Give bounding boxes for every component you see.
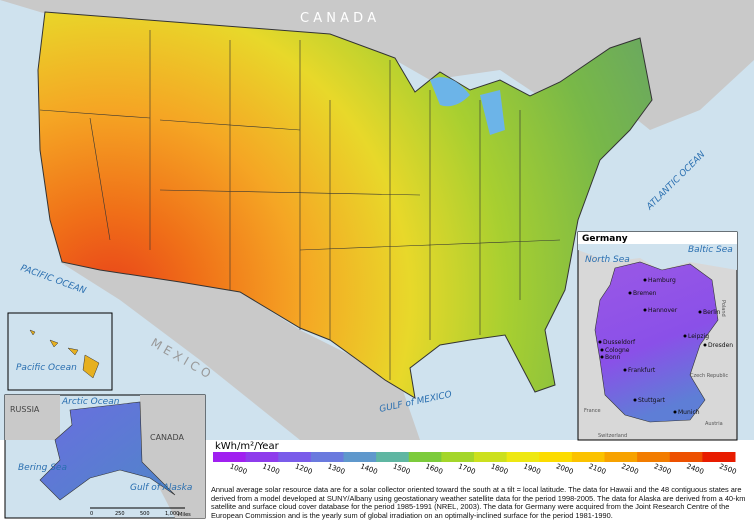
scale-label: 500	[140, 511, 150, 517]
city-dot	[600, 348, 604, 352]
mexico-land	[60, 262, 420, 440]
city-label: Dusseldorf	[603, 339, 636, 346]
city-label: Frankfurt	[628, 367, 656, 374]
country-label: Switzerland	[598, 433, 627, 439]
legend-tick-label: 2400	[685, 462, 704, 476]
legend-tick-label: 1200	[294, 462, 313, 476]
legend-tick-label: 1900	[522, 462, 541, 476]
country-label: Czech Republic	[690, 373, 728, 379]
german-seas	[578, 244, 737, 270]
legend-tick-label: 2000	[555, 462, 574, 476]
scale-label: 250	[115, 511, 125, 517]
legend-tick-label: 1400	[359, 462, 378, 476]
hawaii-inset: Pacific Ocean	[7, 312, 113, 391]
legend-swatch	[376, 452, 410, 462]
country-label: Austria	[705, 421, 723, 427]
legend-swatch	[506, 452, 540, 462]
legend-swatch	[245, 452, 279, 462]
legend-swatch	[213, 452, 247, 462]
alaska-land	[39, 401, 176, 501]
alaska-canada-label: CANADA	[150, 433, 185, 442]
legend-swatch	[637, 452, 671, 462]
legend-swatch	[343, 452, 377, 462]
hawaii-ocean: Pacific Ocean	[16, 363, 77, 373]
scale-label: 1,000	[165, 511, 179, 517]
legend-swatch	[539, 452, 573, 462]
gulf-alaska-label: Gulf of Alaska	[130, 483, 192, 493]
city-label: Bonn	[605, 354, 621, 361]
legend-tick-label: 1500	[392, 462, 411, 476]
legend-title: kWh/m²/Year	[215, 441, 280, 452]
legend-tick-label: 1000	[229, 462, 248, 476]
city-label: Stuttgart	[638, 397, 666, 404]
city-label: Bremen	[633, 290, 657, 297]
alaska-inset: RUSSIA Arctic Ocean CANADA Bering Sea Gu…	[4, 394, 206, 519]
great-lakes	[430, 77, 505, 135]
cities: Hamburg Bremen Hannover Berlin Leipzig Dresde…	[598, 277, 733, 416]
legend-swatch	[604, 452, 638, 462]
city-label: Leipzig	[688, 333, 709, 340]
city-dot	[703, 343, 707, 347]
scale-unit: Miles	[178, 512, 191, 518]
city-dot	[600, 355, 604, 359]
legend-tick-label: 1800	[490, 462, 509, 476]
city-label: Hannover	[648, 307, 678, 314]
legend-swatch	[571, 452, 605, 462]
city-dot	[683, 334, 687, 338]
scale-label: 0	[90, 511, 93, 517]
country-label: Poland	[720, 300, 726, 317]
arctic-label: Arctic Ocean	[61, 397, 120, 407]
germany-land	[594, 261, 719, 423]
baltic-sea: Baltic Sea	[688, 245, 733, 255]
city-label: Dresden	[708, 342, 733, 349]
legend-swatch	[474, 452, 508, 462]
germany-inset: Germany North Sea Baltic Sea Poland Czec…	[577, 231, 738, 441]
legend: 1000 1100 1200 1300 1400 1500 1600 1700 1800 1900…	[213, 452, 737, 476]
city-label: Berlin	[703, 309, 721, 316]
country-label: France	[584, 408, 601, 414]
city-dot	[598, 340, 602, 344]
legend-tick-label: 2500	[718, 462, 737, 476]
legend-swatch	[310, 452, 344, 462]
legend-tick-label: 2100	[588, 462, 607, 476]
scale-labels: 0 250 500 1,000	[90, 511, 179, 517]
city-dot	[698, 310, 702, 314]
legend-tick-label: 2200	[620, 462, 639, 476]
russia-label: RUSSIA	[10, 405, 40, 414]
city-dot	[643, 308, 647, 312]
city-dot	[643, 278, 647, 282]
hawaii-islands	[29, 329, 100, 379]
germany-title-bar	[578, 232, 737, 244]
legend-swatch	[441, 452, 475, 462]
legend-swatch	[702, 452, 736, 462]
city-label: Hamburg	[648, 277, 676, 284]
north-sea: North Sea	[585, 255, 630, 265]
hawaii-frame	[7, 312, 113, 391]
city-label: Cologne	[605, 347, 630, 354]
legend-swatch	[278, 452, 312, 462]
germany-title: Germany	[582, 234, 628, 244]
alaska-surroundings	[5, 395, 205, 518]
legend-tick-label: 1300	[327, 462, 346, 476]
legend-tick-label: 1600	[424, 462, 443, 476]
city-dot	[623, 368, 627, 372]
state-borders	[39, 30, 561, 380]
caption: Annual average solar resource data are f…	[211, 485, 746, 520]
legend-tick-label: 1700	[457, 462, 476, 476]
city-dot	[628, 291, 632, 295]
legend-swatch	[669, 452, 703, 462]
city-label: Munich	[678, 409, 700, 416]
legend-tick-label: 2300	[653, 462, 672, 476]
canada-label: C A N A D A	[300, 11, 376, 26]
city-dot	[673, 410, 677, 414]
legend-tick-label: 1100	[261, 462, 280, 476]
bering-label: Bering Sea	[18, 463, 67, 473]
legend-swatch	[408, 452, 442, 462]
city-dot	[633, 398, 637, 402]
